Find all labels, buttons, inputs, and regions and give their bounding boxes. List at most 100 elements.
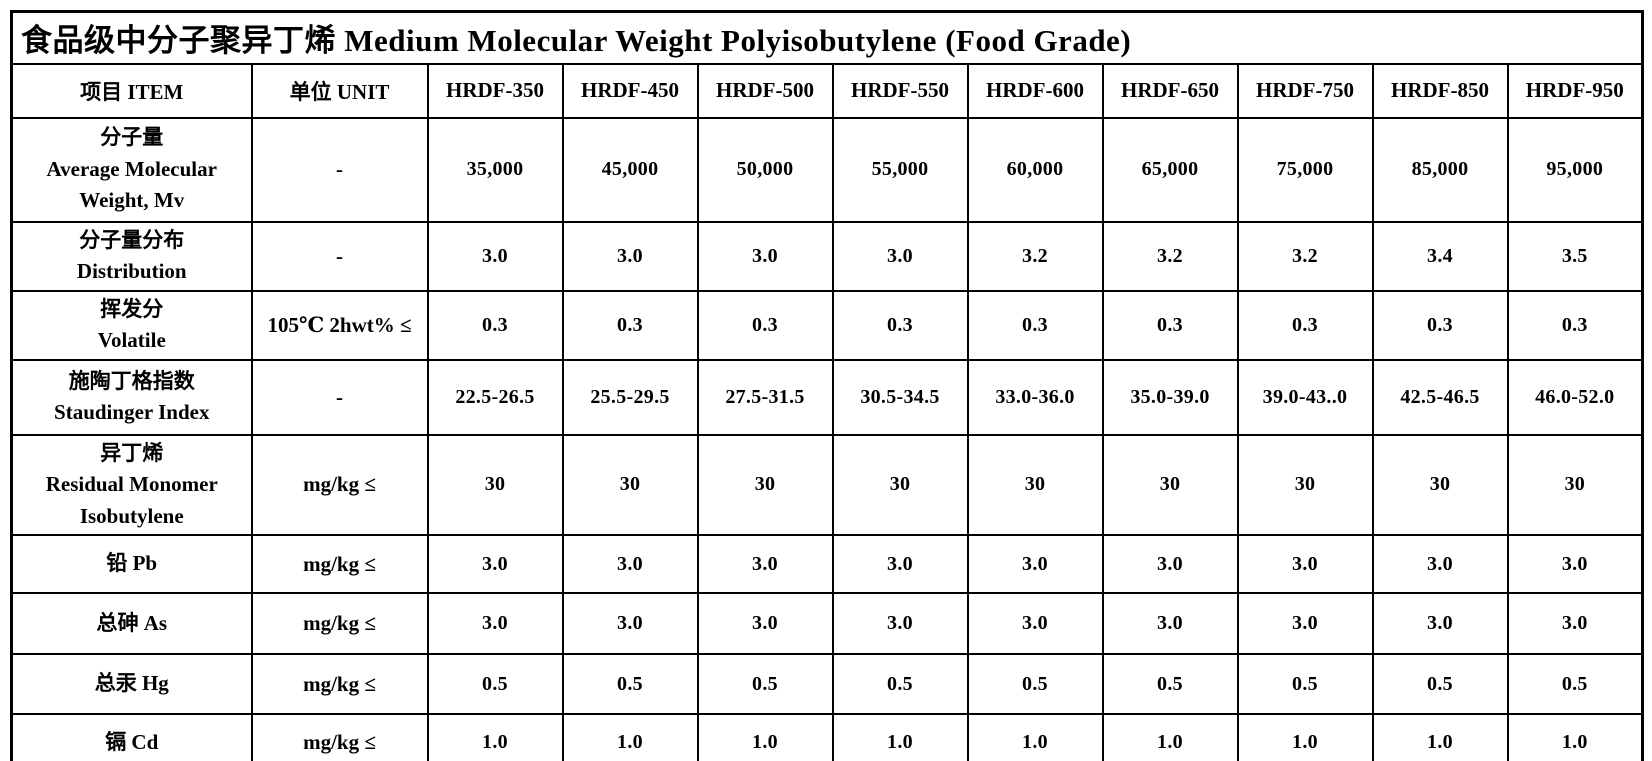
unit-cell: mg/kg ≤ xyxy=(250,653,429,715)
value-cell: 30 xyxy=(1371,433,1509,536)
value-cell: 25.5-29.5 xyxy=(561,358,699,436)
value-cell: 0.5 xyxy=(696,653,834,715)
item-line: Residual Monomer xyxy=(45,472,218,496)
value-cell: 33.0-36.0 xyxy=(966,358,1104,436)
value-cell: 3.0 xyxy=(1101,592,1239,655)
table-row: 分子量 Average Molecular Weight, Mv -35,000 45,… xyxy=(10,116,1644,223)
column-header-grade: HRDF-500 xyxy=(696,62,834,119)
column-header-grade: HRDF-750 xyxy=(1236,62,1374,119)
item-cell: 施陶丁格指数 Staudinger Index xyxy=(10,358,253,436)
item-line: 异丁烯 xyxy=(100,440,164,465)
value-cell: 0.3 xyxy=(1371,289,1509,361)
value-cell: 50,000 xyxy=(696,116,834,223)
value-cell: 3.0 xyxy=(1101,534,1239,594)
value-cell: 30 xyxy=(831,433,969,536)
item-line: 挥发分 xyxy=(100,296,164,321)
value-cell: 3.0 xyxy=(561,534,699,594)
value-cell: 3.2 xyxy=(1101,220,1239,292)
item-cell: 分子量 Average Molecular Weight, Mv xyxy=(10,116,253,223)
product-spec-table: 食品级中分子聚异丁烯 Medium Molecular Weight Polyi… xyxy=(10,10,1645,761)
item-cell: 挥发分 Volatile xyxy=(10,289,253,361)
table-row: 分子量分布 Distribution -3.0 3.0 3.0 3.0 3.2 3.2 3.2 3… xyxy=(10,220,1644,292)
table-row: 铅 Pb mg/kg ≤3.0 3.0 3.0 3.0 3.0 3.0 3.0 3.0 3.0 xyxy=(10,534,1644,594)
column-header-grade: HRDF-950 xyxy=(1506,62,1644,119)
column-header-grade: HRDF-650 xyxy=(1101,62,1239,119)
value-cell: 45,000 xyxy=(561,116,699,223)
value-cell: 1.0 xyxy=(1101,713,1239,761)
value-cell: 3.0 xyxy=(966,592,1104,655)
value-cell: 1.0 xyxy=(1506,713,1644,761)
value-cell: 0.3 xyxy=(426,289,564,361)
value-cell: 0.3 xyxy=(1506,289,1644,361)
column-header-grade: HRDF-550 xyxy=(831,62,969,119)
item-cell: 镉 Cd xyxy=(10,713,253,761)
value-cell: 3.0 xyxy=(426,220,564,292)
column-header-unit: 单位 UNIT xyxy=(250,62,429,119)
value-cell: 27.5-31.5 xyxy=(696,358,834,436)
value-cell: 3.0 xyxy=(1371,592,1509,655)
value-cell: 0.3 xyxy=(966,289,1104,361)
value-cell: 30 xyxy=(696,433,834,536)
unit-cell: - xyxy=(250,116,429,223)
value-cell: 3.0 xyxy=(831,534,969,594)
value-cell: 95,000 xyxy=(1506,116,1644,223)
item-line: 总汞 Hg xyxy=(94,671,169,696)
value-cell: 1.0 xyxy=(966,713,1104,761)
value-cell: 3.0 xyxy=(1371,534,1509,594)
value-cell: 1.0 xyxy=(831,713,969,761)
table-row: 总砷 As mg/kg ≤3.0 3.0 3.0 3.0 3.0 3.0 3.0 3.0 3.0 xyxy=(10,592,1644,655)
value-cell: 60,000 xyxy=(966,116,1104,223)
table-row: 异丁烯 Residual Monomer Isobutylene mg/kg ≤30 3… xyxy=(10,433,1644,536)
value-cell: 3.0 xyxy=(696,534,834,594)
unit-cell: mg/kg ≤ xyxy=(250,713,429,761)
unit-cell: mg/kg ≤ xyxy=(250,592,429,655)
column-header-grade: HRDF-350 xyxy=(426,62,564,119)
value-cell: 55,000 xyxy=(831,116,969,223)
value-cell: 0.5 xyxy=(561,653,699,715)
value-cell: 35.0-39.0 xyxy=(1101,358,1239,436)
value-cell: 3.0 xyxy=(1506,592,1644,655)
value-cell: 0.5 xyxy=(966,653,1104,715)
value-cell: 3.4 xyxy=(1371,220,1509,292)
value-cell: 3.0 xyxy=(426,534,564,594)
item-line: 铅 Pb xyxy=(106,551,158,576)
column-header-grade: HRDF-850 xyxy=(1371,62,1509,119)
table-row: 总汞 Hg mg/kg ≤0.5 0.5 0.5 0.5 0.5 0.5 0.5 0.5 0.5 xyxy=(10,653,1644,715)
column-header-item: 项目 ITEM xyxy=(10,62,253,119)
item-line: Distribution xyxy=(76,259,187,283)
column-header-grade: HRDF-600 xyxy=(966,62,1104,119)
table-header-row: 项目 ITEM 单位 UNIT HRDF-350 HRDF-450 HRDF-5… xyxy=(10,62,1644,119)
value-cell: 0.5 xyxy=(1506,653,1644,715)
value-cell: 1.0 xyxy=(426,713,564,761)
value-cell: 22.5-26.5 xyxy=(426,358,564,436)
value-cell: 0.5 xyxy=(1371,653,1509,715)
table-row: 镉 Cd mg/kg ≤1.0 1.0 1.0 1.0 1.0 1.0 1.0 1.0 1.0 xyxy=(10,713,1644,761)
value-cell: 42.5-46.5 xyxy=(1371,358,1509,436)
unit-cell: mg/kg ≤ xyxy=(250,433,429,536)
table-row: 挥发分 Volatile 105℃ 2hwt% ≤0.3 0.3 0.3 0.3 0.3 0.… xyxy=(10,289,1644,361)
value-cell: 3.0 xyxy=(426,592,564,655)
item-line: Weight, Mv xyxy=(79,188,185,213)
value-cell: 1.0 xyxy=(1371,713,1509,761)
value-cell: 3.0 xyxy=(966,534,1104,594)
value-cell: 3.0 xyxy=(696,220,834,292)
value-cell: 3.0 xyxy=(831,592,969,655)
value-cell: 3.0 xyxy=(561,592,699,655)
value-cell: 1.0 xyxy=(561,713,699,761)
value-cell: 0.5 xyxy=(1236,653,1374,715)
item-line: 分子量 xyxy=(100,125,164,150)
value-cell: 30.5-34.5 xyxy=(831,358,969,436)
value-cell: 0.3 xyxy=(1236,289,1374,361)
value-cell: 0.3 xyxy=(561,289,699,361)
value-cell: 3.2 xyxy=(966,220,1104,292)
value-cell: 0.5 xyxy=(426,653,564,715)
value-cell: 35,000 xyxy=(426,116,564,223)
value-cell: 3.0 xyxy=(561,220,699,292)
value-cell: 1.0 xyxy=(1236,713,1374,761)
item-cell: 分子量分布 Distribution xyxy=(10,220,253,292)
table-row: 施陶丁格指数 Staudinger Index -22.5-26.5 25.5-29.… xyxy=(10,358,1644,436)
item-line: Average Molecular xyxy=(46,156,217,181)
item-line: 镉 Cd xyxy=(105,730,159,754)
value-cell: 30 xyxy=(1236,433,1374,536)
column-header-grade: HRDF-450 xyxy=(561,62,699,119)
